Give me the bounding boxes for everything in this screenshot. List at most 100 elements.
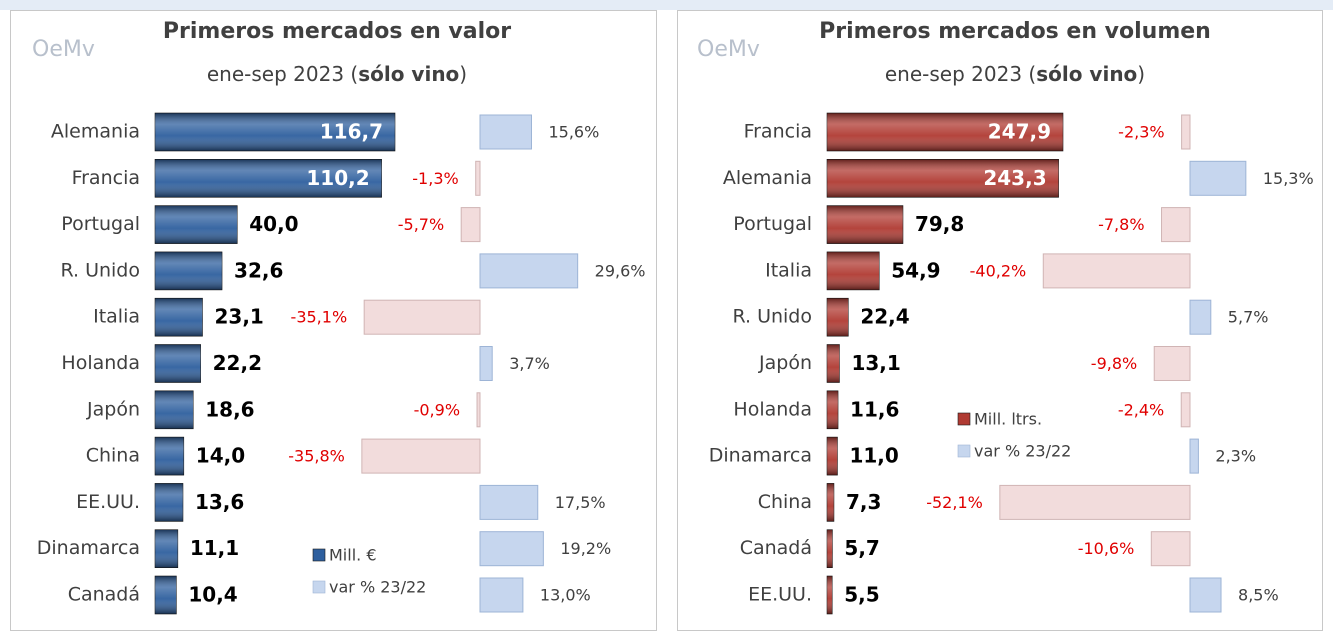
category-label: Italia [765, 259, 812, 281]
var-bar [1189, 299, 1212, 335]
bar-shine [827, 159, 1059, 198]
value-label: 22,4 [860, 305, 909, 329]
category-label: R. Unido [732, 306, 812, 328]
bar-shine [827, 298, 849, 337]
var-label: 15,3% [1263, 169, 1314, 188]
bar-shine [155, 390, 194, 429]
bar-shine [827, 437, 838, 476]
var-bar [479, 114, 532, 150]
var-label: 5,7% [1228, 308, 1269, 327]
var-label: -2,4% [1118, 400, 1164, 419]
var-bar [1189, 160, 1247, 196]
var-bar [1150, 531, 1191, 567]
legend-label: Mill. ltrs. [974, 410, 1042, 429]
category-label: Italia [93, 306, 140, 328]
var-label: 17,5% [555, 493, 606, 512]
subtitle-part: sólo vino [1036, 62, 1137, 86]
legend-swatch [957, 444, 971, 458]
bar-shine [155, 344, 201, 383]
value-label: 10,4 [188, 583, 237, 607]
legend-swatch [312, 580, 326, 594]
value-label: 79,8 [915, 212, 964, 236]
var-label: -2,3% [1118, 123, 1164, 142]
value-label: 5,5 [844, 583, 879, 607]
subtitle-part: ) [1137, 62, 1145, 86]
top-band [0, 0, 1333, 10]
var-label: 8,5% [1238, 586, 1279, 605]
var-bar [460, 207, 481, 243]
category-label: Portugal [733, 213, 812, 235]
legend-label: var % 23/22 [974, 442, 1071, 461]
category-label: Japón [758, 352, 812, 374]
category-label: China [86, 445, 140, 467]
var-bar [479, 531, 544, 567]
category-label: R. Unido [60, 259, 140, 281]
bar-shine [155, 205, 238, 244]
var-label: 19,2% [560, 539, 611, 558]
var-bar [476, 392, 481, 428]
bar-shine [827, 205, 903, 244]
category-label: Francia [744, 121, 812, 143]
value-label: 247,9 [988, 120, 1051, 144]
var-bar [1181, 114, 1191, 150]
var-bar [1180, 392, 1191, 428]
value-label: 32,6 [234, 258, 283, 282]
category-label: Japón [86, 398, 140, 420]
category-label: Canadá [740, 537, 812, 559]
value-label: 22,2 [213, 351, 262, 375]
bar-shine [155, 437, 184, 476]
value-label: 116,7 [320, 120, 383, 144]
subtitle-part: ene-sep 2023 ( [207, 62, 358, 86]
category-label: Portugal [61, 213, 140, 235]
var-bar [479, 484, 539, 520]
var-label: -52,1% [926, 493, 983, 512]
value-label: 13,6 [195, 490, 244, 514]
bar-shine [827, 113, 1063, 151]
var-label: -35,8% [288, 447, 345, 466]
var-bar [479, 253, 579, 289]
logo: OeMv [32, 37, 95, 62]
subtitle-part: ene-sep 2023 ( [885, 62, 1036, 86]
bar-shine [155, 529, 178, 568]
chart-title: Primeros mercados en volumen [819, 19, 1211, 44]
subtitle-part: sólo vino [358, 62, 459, 86]
value-label: 7,3 [846, 490, 881, 514]
value-label: 18,6 [205, 397, 254, 421]
legend-swatch [957, 412, 971, 426]
value-label: 23,1 [215, 305, 264, 329]
value-label: 11,1 [190, 536, 239, 560]
category-label: Canadá [68, 584, 140, 606]
value-label: 14,0 [196, 444, 245, 468]
bar-shine [827, 529, 833, 568]
var-label: -7,8% [1098, 215, 1144, 234]
var-bar [1161, 207, 1191, 243]
chart-subtitle: ene-sep 2023 (sólo vino) [207, 62, 467, 86]
category-label: Francia [72, 167, 140, 189]
var-label: -35,1% [291, 308, 348, 327]
category-label: Holanda [733, 398, 812, 420]
var-bar [479, 577, 524, 613]
var-bar [363, 299, 481, 335]
bar-shine [155, 298, 203, 337]
bar-shine [155, 113, 395, 151]
chart-title: Primeros mercados en valor [163, 19, 511, 44]
bar-shine [827, 483, 834, 522]
bar-shine [827, 251, 880, 290]
category-label: Holanda [61, 352, 140, 374]
value-label: 13,1 [851, 351, 900, 375]
var-label: 2,3% [1215, 447, 1256, 466]
value-label: 54,9 [891, 258, 940, 282]
value-label: 11,6 [850, 397, 899, 421]
category-label: Alemania [723, 167, 812, 189]
var-bar [475, 160, 481, 196]
logo: OeMv [697, 37, 760, 62]
legend-swatch [312, 548, 326, 562]
subtitle-part: ) [459, 62, 467, 86]
bar-shine [155, 251, 223, 290]
var-bar [361, 438, 481, 474]
chart-subtitle: ene-sep 2023 (sólo vino) [885, 62, 1145, 86]
var-label: 3,7% [509, 354, 550, 373]
category-label: China [758, 491, 812, 513]
category-label: EE.UU. [76, 491, 140, 513]
var-bar [1189, 577, 1222, 613]
